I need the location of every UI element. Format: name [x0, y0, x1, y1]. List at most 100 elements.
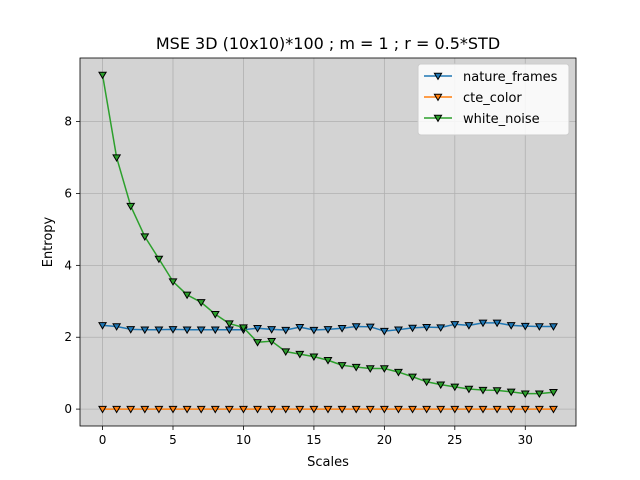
data-point	[393, 405, 403, 414]
y-tick-label: 2	[64, 330, 72, 344]
data-point	[238, 324, 248, 332]
legend-entry: white_noise	[424, 112, 540, 127]
data-point	[408, 324, 418, 333]
data-point	[140, 233, 150, 242]
data-point	[492, 387, 502, 395]
data-point	[210, 311, 220, 319]
data-point	[267, 337, 277, 346]
series-white_noise	[98, 71, 558, 399]
data-point	[253, 405, 263, 414]
data-point	[98, 322, 108, 330]
data-point	[492, 319, 502, 328]
data-point	[168, 405, 178, 414]
data-point	[464, 322, 474, 330]
data-point	[267, 405, 277, 414]
x-tick-label: 10	[236, 433, 251, 447]
data-point	[323, 326, 333, 334]
data-point	[210, 405, 220, 414]
data-point	[520, 405, 530, 414]
data-point	[154, 326, 164, 335]
data-point	[534, 323, 544, 331]
axis-ticks: 0 5 10 15 20 25 30 0 2 4 6 8	[64, 115, 533, 447]
data-point	[126, 202, 136, 211]
data-point	[337, 325, 347, 333]
data-point	[295, 405, 305, 414]
data-point	[224, 405, 234, 414]
data-point	[506, 405, 516, 414]
data-point	[393, 368, 403, 377]
data-point	[168, 278, 178, 286]
data-point	[520, 322, 530, 331]
legend-label: cte_color	[463, 91, 522, 106]
series-nature_frames	[98, 319, 558, 336]
data-point	[548, 389, 558, 397]
data-point	[295, 323, 305, 332]
data-point	[281, 405, 291, 414]
x-tick-label: 25	[447, 433, 462, 447]
data-point	[253, 325, 263, 333]
x-tick-label: 0	[99, 433, 107, 447]
data-point	[309, 353, 319, 362]
legend-label: nature_frames	[463, 70, 558, 85]
data-point	[534, 405, 544, 414]
data-point	[534, 390, 544, 399]
data-point	[182, 405, 192, 414]
y-tick-label: 6	[64, 186, 72, 200]
data-point	[464, 405, 474, 414]
data-point	[224, 320, 234, 328]
data-point	[281, 326, 291, 335]
data-point	[182, 326, 192, 335]
data-point	[140, 326, 150, 335]
data-point	[548, 405, 558, 414]
data-point	[436, 381, 446, 390]
data-point	[98, 71, 108, 80]
data-point	[168, 326, 178, 334]
data-point	[182, 291, 192, 300]
series-cte_color	[98, 405, 558, 414]
data-point	[281, 348, 291, 357]
data-point	[506, 388, 516, 397]
data-point	[379, 327, 389, 336]
data-point	[154, 405, 164, 414]
data-point	[154, 255, 164, 264]
data-point	[267, 326, 277, 334]
data-point	[422, 405, 432, 414]
legend-entry: nature_frames	[424, 70, 558, 85]
legend-marker	[433, 114, 443, 123]
legend-marker	[433, 72, 443, 81]
data-point	[436, 405, 446, 414]
data-point	[309, 326, 319, 335]
data-point	[450, 383, 460, 392]
data-point	[365, 323, 375, 332]
data-point	[126, 326, 136, 334]
data-point	[464, 385, 474, 394]
data-point	[478, 405, 488, 414]
data-point	[365, 365, 375, 373]
x-axis-label: Scales	[307, 455, 349, 470]
data-point	[196, 405, 206, 414]
y-axis-label: Entropy	[41, 216, 56, 267]
y-tick-label: 0	[64, 402, 72, 416]
data-point	[295, 350, 305, 359]
y-tick-label: 4	[64, 258, 72, 272]
data-point	[351, 363, 361, 372]
data-point	[506, 322, 516, 330]
data-point	[337, 362, 347, 370]
x-tick-label: 30	[518, 433, 533, 447]
data-point	[351, 323, 361, 331]
legend-entry: cte_color	[424, 91, 522, 106]
x-tick-label: 5	[169, 433, 177, 447]
data-point	[140, 405, 150, 414]
data-point	[323, 405, 333, 414]
data-point	[253, 339, 263, 347]
data-point	[210, 326, 220, 335]
data-point	[422, 323, 432, 332]
data-point	[379, 405, 389, 414]
data-point	[112, 323, 122, 331]
data-point	[492, 405, 502, 414]
data-point	[478, 319, 488, 328]
data-point	[393, 326, 403, 335]
y-tick-label: 8	[64, 115, 72, 129]
data-point	[548, 323, 558, 331]
